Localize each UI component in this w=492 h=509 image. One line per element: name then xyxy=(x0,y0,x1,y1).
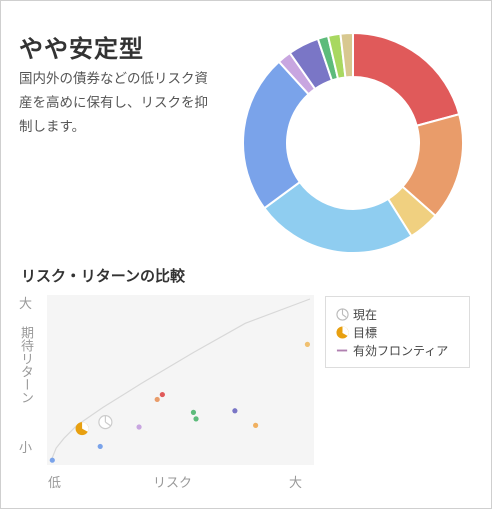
y-axis-low-label: 小 xyxy=(19,441,33,456)
x-axis-high-label: 大 xyxy=(289,476,303,491)
y-axis-high-label: 大 xyxy=(19,297,33,312)
asset-point-4 xyxy=(154,396,160,403)
efficient-frontier-line xyxy=(50,298,311,462)
target-portfolio-marker xyxy=(75,422,89,436)
chart-legend: 現在 目標 有効フロンティア xyxy=(325,296,470,368)
allocation-donut-chart xyxy=(242,31,464,254)
x-axis-low-label: 低 xyxy=(48,476,62,491)
target-pie-icon xyxy=(336,326,349,339)
asset-point-7 xyxy=(193,416,199,422)
legend-current-label: 現在 xyxy=(353,308,378,322)
legend-target: 目標 xyxy=(336,324,377,341)
legend-frontier-label: 有効フロンティア xyxy=(353,344,449,358)
asset-point-10 xyxy=(304,341,311,347)
y-axis-title: 期待リターン xyxy=(18,326,33,404)
portfolio-type-title: やや安定型 xyxy=(19,35,144,63)
frontier-line-icon xyxy=(336,349,348,352)
asset-point-1 xyxy=(49,457,55,463)
asset-point-5 xyxy=(159,391,165,398)
donut-segment-1 xyxy=(352,31,461,127)
risk-return-scatter-chart xyxy=(47,295,314,465)
asset-point-6 xyxy=(190,409,197,415)
plot-background xyxy=(47,295,314,465)
current-pie-icon xyxy=(336,308,349,321)
asset-point-2 xyxy=(97,443,103,450)
legend-current: 現在 xyxy=(336,306,377,323)
legend-target-label: 目標 xyxy=(353,326,378,340)
asset-point-9 xyxy=(253,422,259,428)
asset-point-8 xyxy=(232,408,238,414)
comparison-section-title: リスク・リターンの比較 xyxy=(21,267,185,285)
donut-segment-10 xyxy=(339,31,354,79)
legend-frontier: 有効フロンティア xyxy=(336,342,448,359)
portfolio-description: 国内外の債券などの低リスク資産を高めに保有し、リスクを抑制します。 xyxy=(19,71,208,135)
asset-point-3 xyxy=(136,424,142,430)
x-axis-title: リスク xyxy=(153,476,193,491)
current-portfolio-marker xyxy=(98,415,113,430)
